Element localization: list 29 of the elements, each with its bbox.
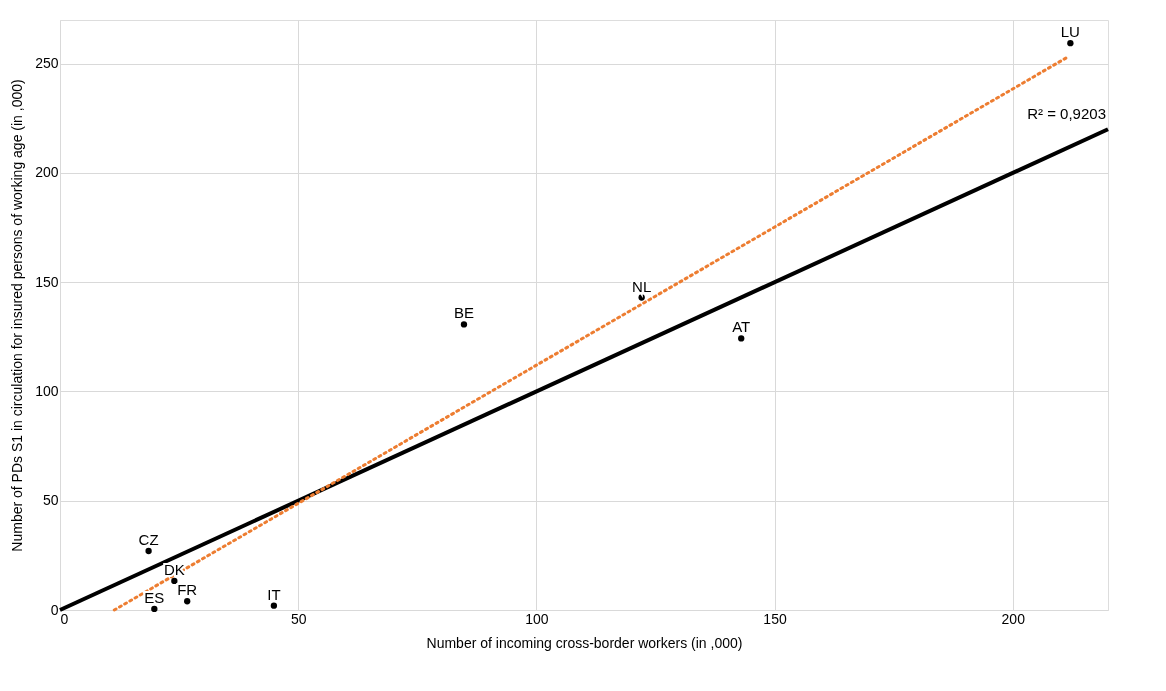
y-tick-label: 200 — [35, 164, 59, 181]
data-label: LU — [1060, 23, 1080, 41]
x-tick-label: 100 — [525, 610, 549, 627]
y-axis-title: Number of PDs S1 in circulation for insured persons of working age (in ,000) — [9, 79, 26, 552]
data-label: BE — [453, 304, 474, 322]
point — [738, 335, 745, 342]
y-tick-label: 250 — [35, 55, 59, 72]
x-axis-title: Number of incoming cross-border workers (in ,000) — [426, 634, 743, 651]
y-tick-label: 150 — [35, 273, 59, 290]
point — [145, 547, 152, 555]
annotation: R² = 0,9203 — [1027, 105, 1106, 123]
x-tick-label: 200 — [1001, 610, 1026, 627]
data-label: NL — [632, 277, 652, 295]
point — [270, 602, 278, 609]
point — [1067, 40, 1074, 47]
data-label: DK — [163, 560, 185, 578]
data-label: ES — [144, 588, 165, 606]
point — [151, 605, 158, 613]
x-tick-label: 150 — [763, 610, 787, 627]
data-label: IT — [267, 585, 281, 603]
point — [460, 321, 468, 328]
point — [184, 598, 191, 605]
y-tick-label: 100 — [35, 382, 59, 399]
y-tick-label: 50 — [42, 492, 59, 509]
x-tick-label: 50 — [290, 610, 307, 627]
data-label: CZ — [138, 531, 159, 548]
data-label: AT — [732, 318, 751, 336]
point — [171, 577, 178, 585]
data-label: FR — [177, 581, 198, 599]
